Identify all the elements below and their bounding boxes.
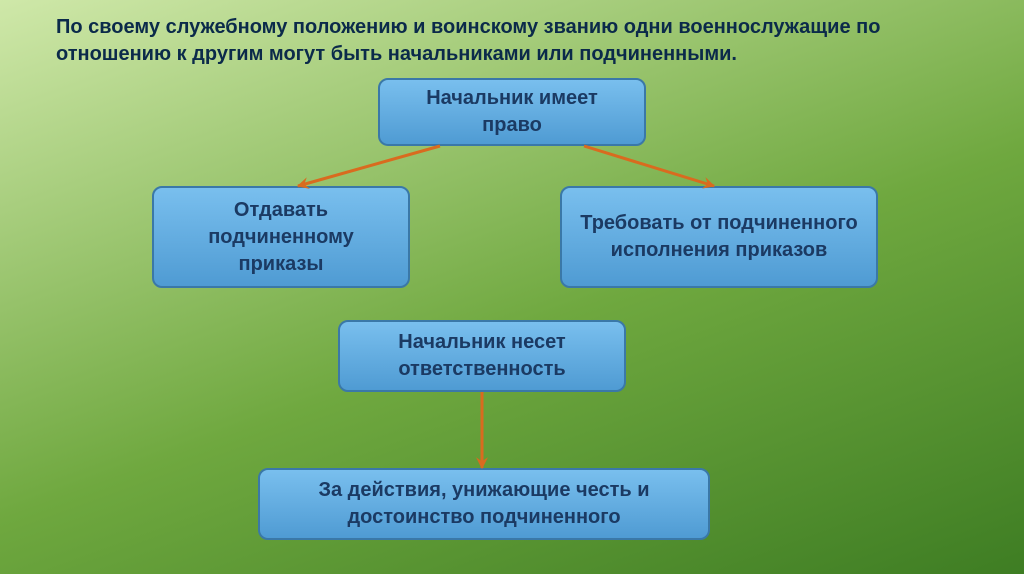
node-humiliating-actions: За действия, унижающие честь и достоинст… [258,468,710,540]
node-require-execution: Требовать от подчиненного исполнения при… [560,186,878,288]
node-commander-responsible: Начальник несет ответственность [338,320,626,392]
slide-heading: По своему служебному положению и воинско… [56,14,968,68]
node-commander-has-right: Начальник имеет право [378,78,646,146]
node-give-orders: Отдавать подчиненному приказы [152,186,410,288]
